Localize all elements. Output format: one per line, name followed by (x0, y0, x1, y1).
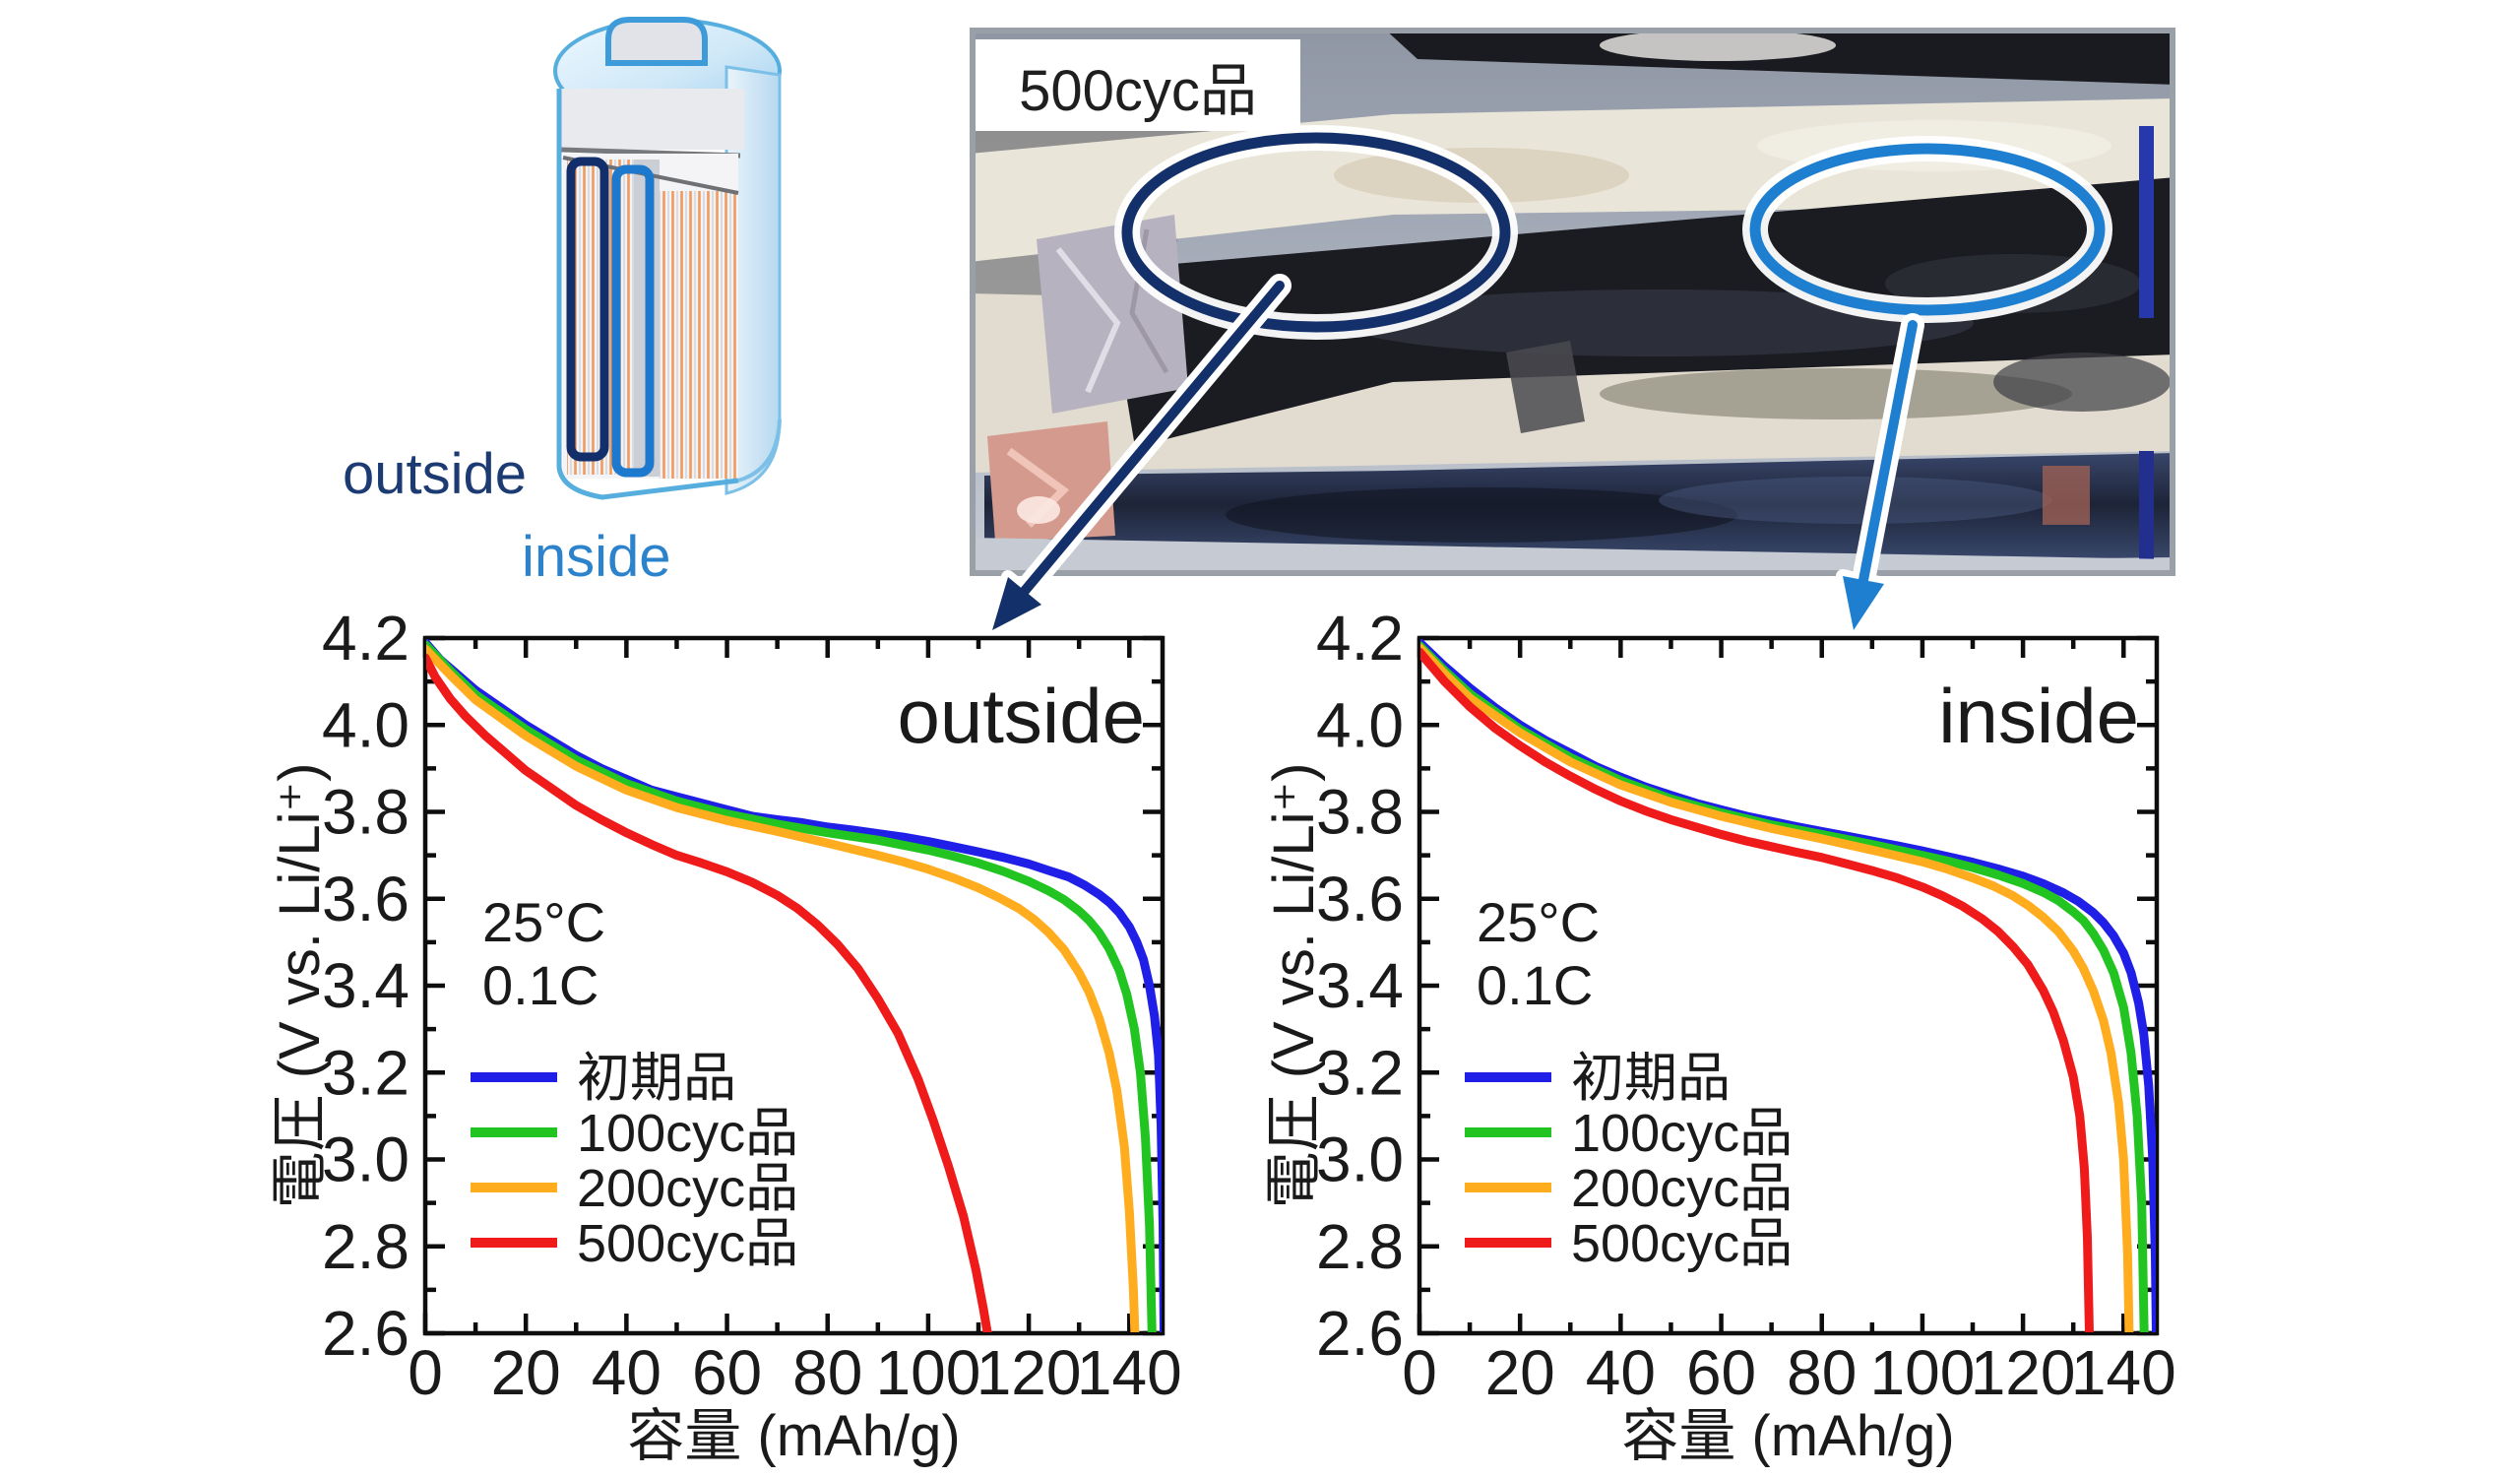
x-tick-label: 80 (1787, 1337, 1857, 1408)
curve-100cyc品 (426, 640, 1157, 1332)
x-tick-label: 100 (1870, 1337, 1976, 1408)
photo-cycle-label-text: 500cyc品 (1019, 58, 1257, 123)
x-tick-label: 120 (1971, 1337, 2076, 1408)
battery-terminal (605, 17, 708, 66)
x-tick-label: 40 (1586, 1337, 1656, 1408)
x-tick-label: 20 (491, 1337, 561, 1408)
condition-annotation: 25°C (1477, 891, 1600, 953)
y-tick-label: 2.8 (322, 1211, 410, 1282)
plot-frame (1417, 635, 2160, 1336)
legend-label: 500cyc品 (577, 1214, 798, 1273)
x-tick-label: 0 (408, 1337, 443, 1408)
condition-annotation: 25°C (482, 891, 605, 953)
y-tick-label: 4.2 (322, 609, 410, 674)
condition-annotation: 0.1C (482, 954, 598, 1016)
curve-500cyc品 (426, 653, 992, 1332)
y-tick-label: 3.0 (322, 1125, 410, 1195)
y-axis-title: 電圧 (V vs. Li/Li⁺) (1262, 763, 1326, 1209)
x-tick-label: 40 (592, 1337, 662, 1408)
inside-region-ellipse (1742, 136, 2112, 323)
inside-diagram-label: inside (522, 525, 671, 589)
y-tick-label: 3.2 (1316, 1037, 1404, 1108)
photo-border (970, 28, 2175, 576)
y-tick-label: 2.8 (1316, 1211, 1404, 1282)
middle-strip-smudges (1506, 341, 2171, 433)
y-tick-label: 2.6 (322, 1298, 410, 1369)
x-tick-label: 100 (876, 1337, 981, 1408)
chart-title: inside (1938, 673, 2139, 759)
legend-label: 500cyc品 (1571, 1214, 1793, 1273)
curve-500cyc品 (1420, 647, 2094, 1332)
x-tick-label: 60 (692, 1337, 762, 1408)
inside-chart: 2.62.83.03.23.43.63.84.04.20 20 40 60 80 1001… (1262, 609, 2176, 1468)
chart-title: outside (897, 673, 1145, 759)
y-tick-label: 4.0 (1316, 689, 1404, 760)
outside-region-ellipse (1114, 125, 1518, 340)
y-tick-label: 3.8 (1316, 777, 1404, 848)
y-tick-label: 3.6 (1316, 864, 1404, 934)
y-tick-label: 3.4 (322, 950, 410, 1021)
x-tick-label: 0 (1402, 1337, 1437, 1408)
legend-label: 100cyc品 (577, 1104, 798, 1163)
legend-label: 100cyc品 (1571, 1104, 1793, 1163)
legend-label: 200cyc品 (1571, 1159, 1793, 1218)
battery-cutaway-diagram (553, 17, 782, 500)
curve-200cyc品 (426, 644, 1140, 1332)
x-tick-label: 120 (976, 1337, 1082, 1408)
y-tick-label: 4.0 (322, 689, 410, 760)
x-tick-label: 140 (1077, 1337, 1182, 1408)
x-axis-title: 容量 (mAh/g) (1621, 1404, 1954, 1468)
y-tick-label: 3.4 (1316, 950, 1404, 1021)
outside-diagram-label: outside (343, 442, 528, 506)
battery-can (553, 17, 782, 500)
y-tick-label: 3.2 (322, 1037, 410, 1108)
outside-winding-outline (566, 157, 609, 462)
y-tick-label: 3.0 (1316, 1125, 1404, 1195)
photo-cycle-label: 500cyc品 (976, 39, 1300, 131)
y-tick-label: 2.6 (1316, 1298, 1404, 1369)
x-axis-title: 容量 (mAh/g) (627, 1404, 960, 1468)
y-tick-label: 3.8 (322, 777, 410, 848)
y-tick-label: 4.2 (1316, 609, 1404, 674)
x-tick-label: 60 (1686, 1337, 1756, 1408)
curve-200cyc品 (1420, 643, 2134, 1332)
legend-label: 初期品 (1571, 1049, 1731, 1108)
copper-glint (2043, 466, 2090, 525)
x-tick-label: 20 (1485, 1337, 1555, 1408)
legend-label: 初期品 (577, 1049, 736, 1108)
inside-winding-outline (611, 164, 655, 478)
x-tick-label: 80 (792, 1337, 862, 1408)
y-axis-title: 電圧 (V vs. Li/Li⁺) (268, 763, 332, 1209)
y-tick-label: 3.6 (322, 864, 410, 934)
plot-frame (422, 635, 1166, 1336)
right-edge-blue-bands (2139, 126, 2154, 567)
condition-annotation: 0.1C (1477, 954, 1593, 1016)
outside-chart: 2.62.83.03.23.43.63.84.04.20 20 40 60 80 1001… (268, 609, 1182, 1468)
legend-label: 200cyc品 (577, 1159, 798, 1218)
x-tick-label: 140 (2071, 1337, 2176, 1408)
